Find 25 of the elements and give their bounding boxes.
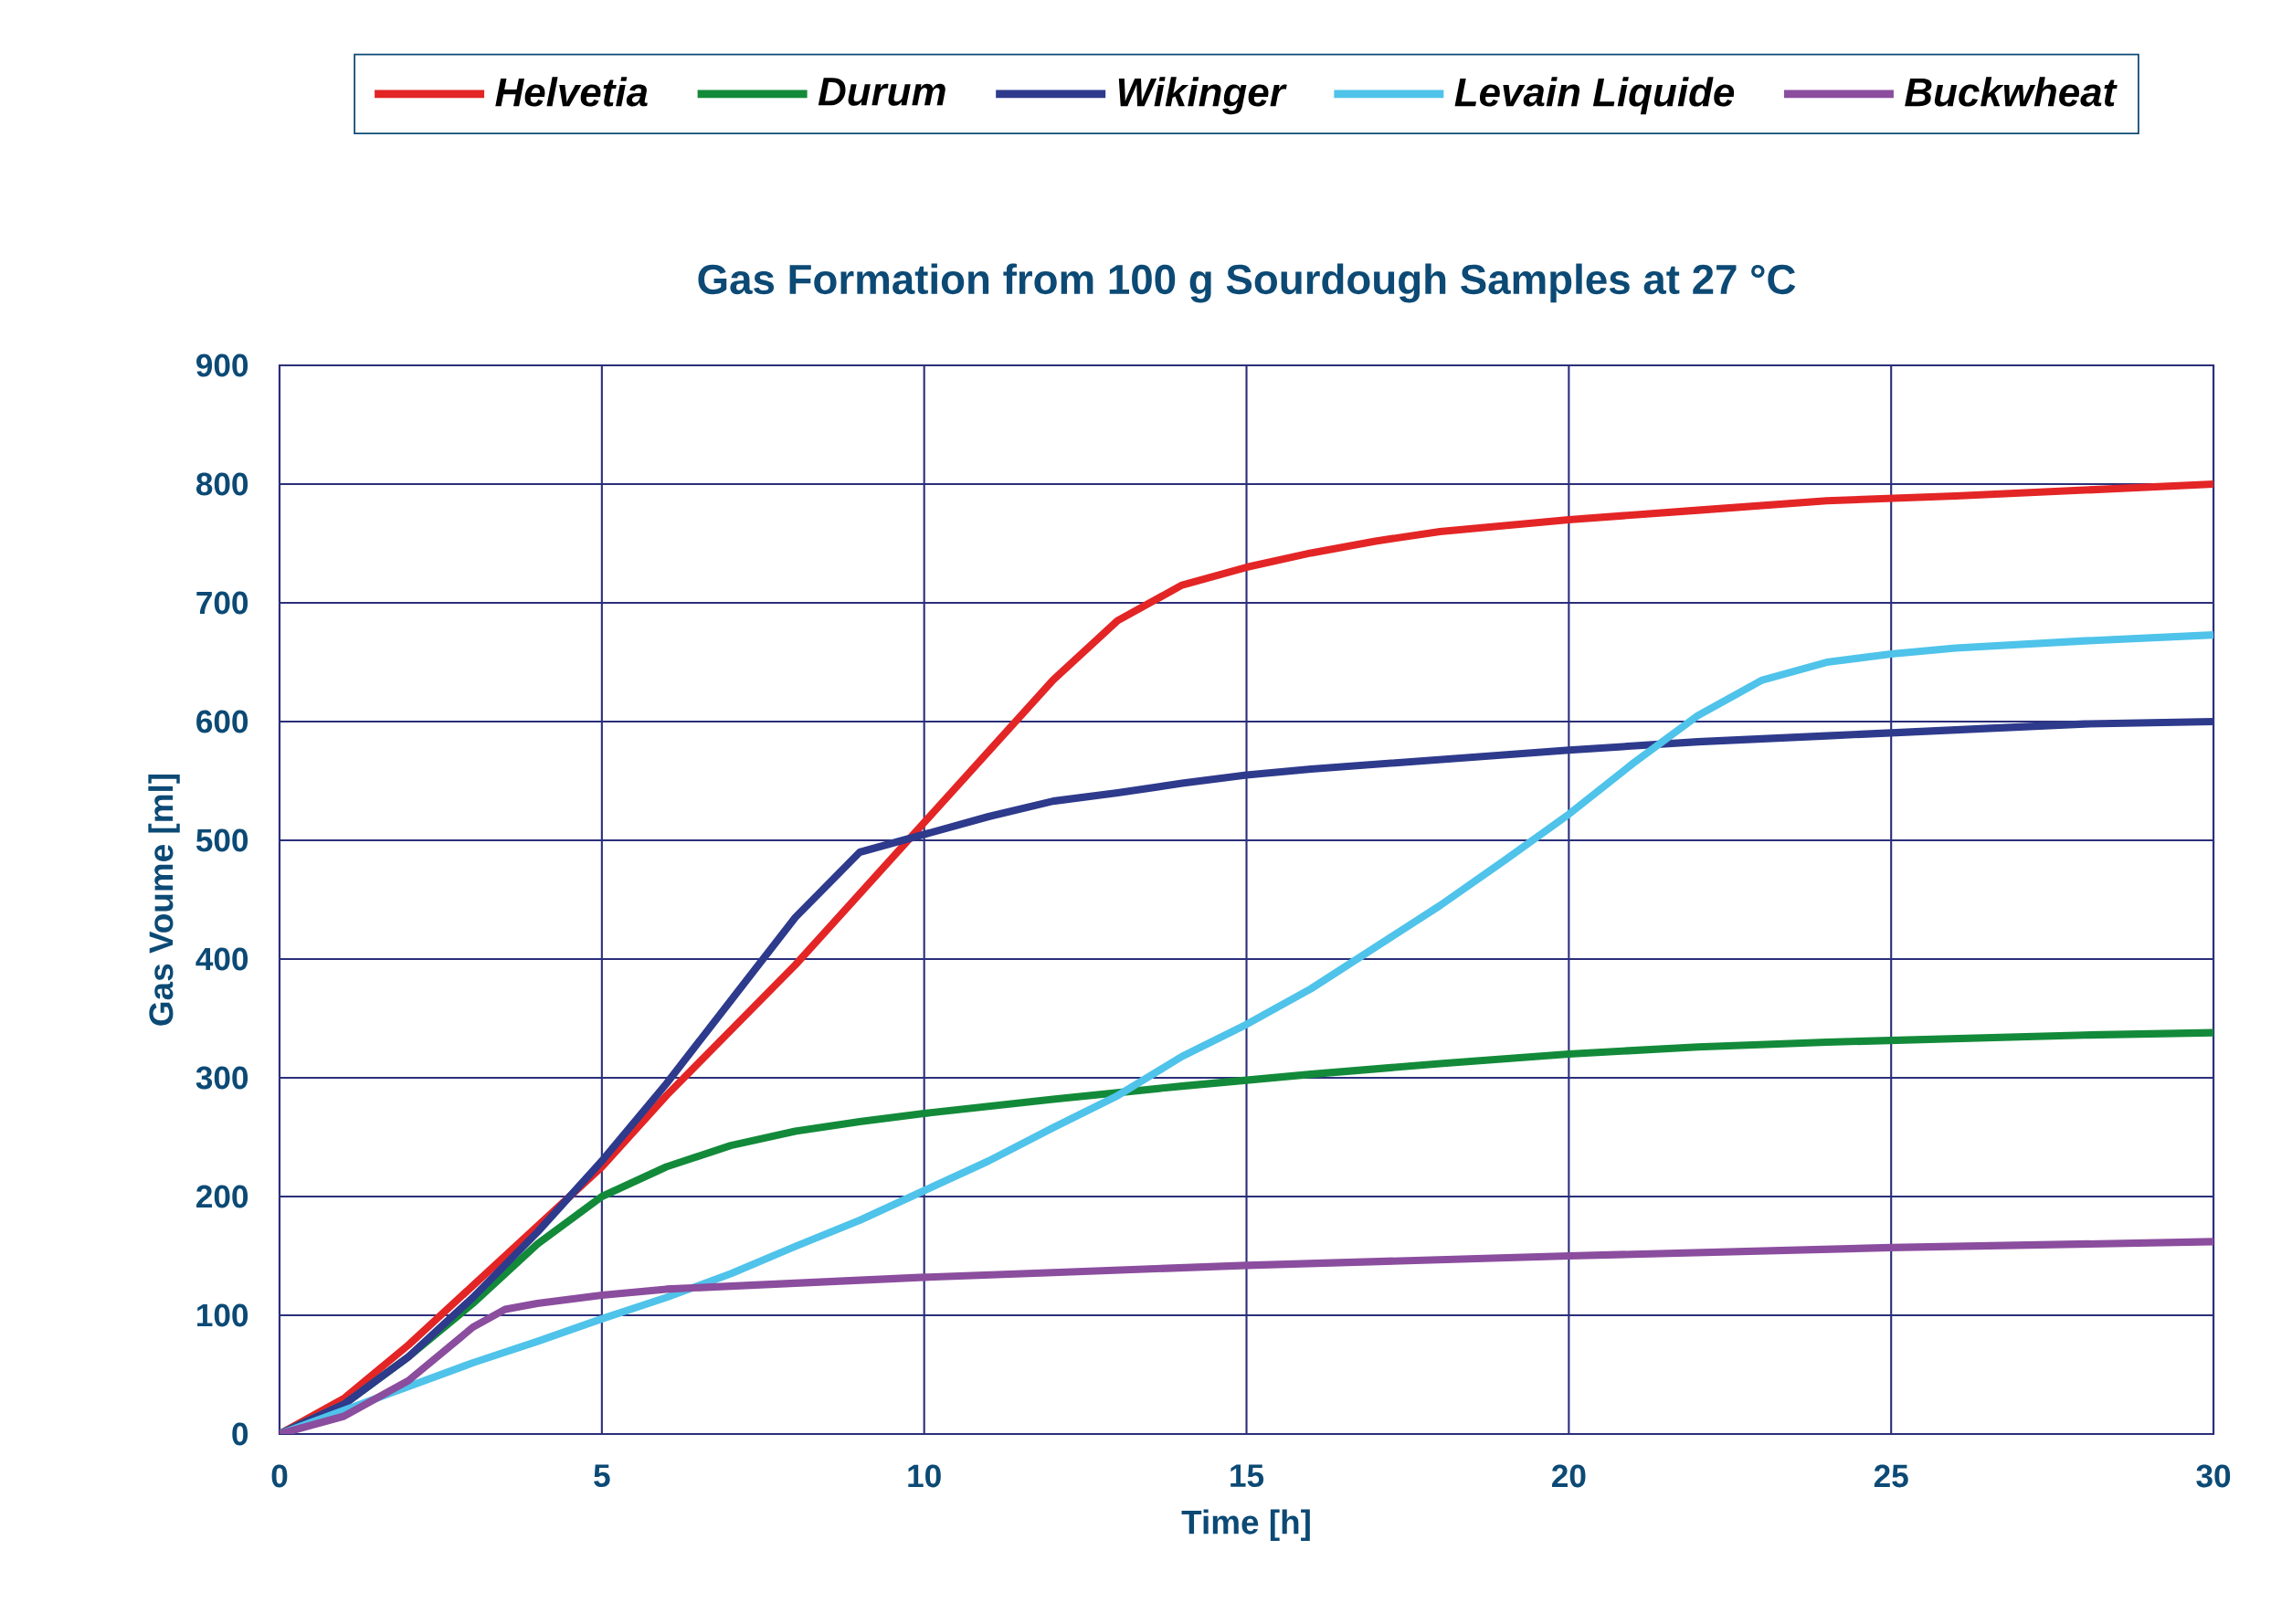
y-tick-label: 400 xyxy=(195,947,248,971)
x-tick-label: 0 xyxy=(271,1464,288,1488)
legend-label: Durum xyxy=(818,78,945,106)
y-tick-label: 100 xyxy=(197,1303,248,1327)
y-tick-label: 700 xyxy=(196,591,248,615)
y-axis-title: Gas Voume [ml] xyxy=(148,775,180,1026)
x-tick-label: 30 xyxy=(2196,1464,2231,1488)
legend-label: Levain Liquide xyxy=(1454,77,1735,115)
x-axis-title: Time [h] xyxy=(1181,1509,1310,1541)
legend-label: Wikinger xyxy=(1118,77,1287,115)
x-tick-label: 15 xyxy=(1231,1464,1264,1488)
legend-label: Buckwheat xyxy=(1905,77,2118,107)
y-tick-label: 0 xyxy=(232,1422,248,1446)
chart-title: Gas Formation from 100 g Sourdough Samples at 27 °C xyxy=(698,263,1796,303)
y-tick-label: 300 xyxy=(195,1066,248,1090)
y-tick-label: 800 xyxy=(195,472,248,496)
y-tick-label: 500 xyxy=(195,828,248,852)
x-tick-label: 25 xyxy=(1874,1464,1908,1488)
x-tick-label: 20 xyxy=(1552,1464,1586,1488)
y-tick-label: 200 xyxy=(196,1185,248,1208)
y-tick-label: 600 xyxy=(196,710,248,733)
x-tick-label: 5 xyxy=(594,1464,610,1488)
legend-label: Helvetia xyxy=(495,77,648,107)
x-tick-label: 10 xyxy=(908,1464,941,1488)
y-tick-label: 900 xyxy=(196,353,248,377)
